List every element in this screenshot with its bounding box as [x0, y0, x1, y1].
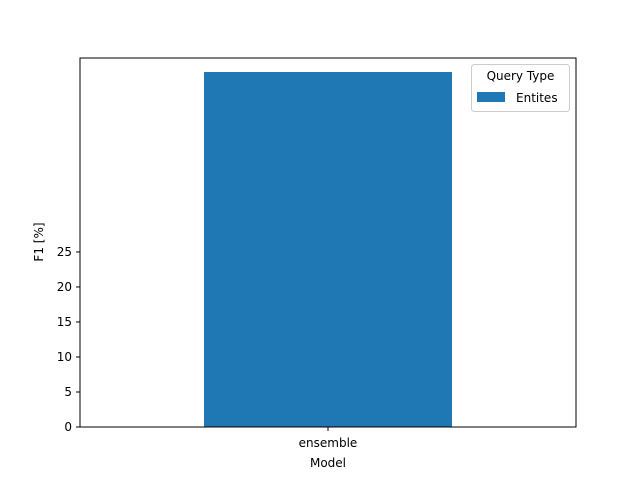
- x-tick-label: ensemble: [299, 436, 358, 450]
- y-tick-label: 0: [64, 420, 72, 434]
- legend-title: Query Type: [487, 69, 555, 83]
- bar-ensemble: [204, 72, 452, 428]
- y-tick-label: 10: [57, 350, 72, 364]
- legend: Query Type Entites: [471, 64, 570, 112]
- x-axis-label: Model: [310, 456, 346, 470]
- y-axis-ticks: 0 5 10 15 20 25: [57, 245, 80, 434]
- y-tick-label: 25: [57, 245, 72, 259]
- legend-swatch: [477, 92, 505, 102]
- y-tick-label: 5: [64, 385, 72, 399]
- x-axis-ticks: ensemble: [299, 427, 358, 450]
- bar-series: [204, 72, 452, 428]
- legend-label: Entites: [516, 91, 558, 105]
- y-tick-label: 15: [57, 315, 72, 329]
- y-tick-label: 20: [57, 280, 72, 294]
- y-axis-label: F1 [%]: [32, 222, 46, 261]
